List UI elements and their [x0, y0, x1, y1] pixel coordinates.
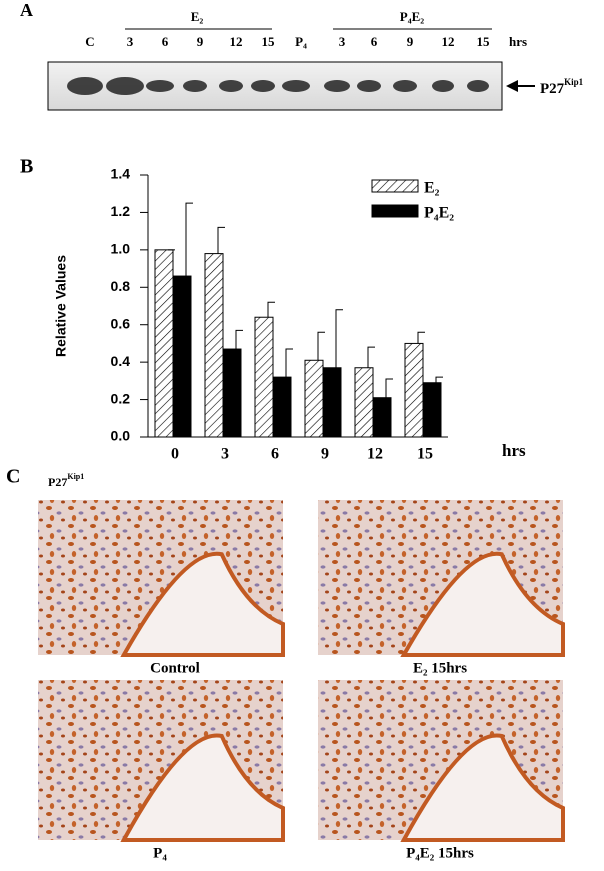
band [393, 80, 417, 92]
lane-label: 12 [230, 34, 243, 49]
lane-label: 12 [442, 34, 455, 49]
marker-sup: Kip1 [564, 77, 584, 87]
image-caption: Control [150, 660, 200, 676]
x-tick-label: 0 [171, 446, 179, 463]
bar [422, 382, 442, 438]
stain-sup: Kip1 [67, 472, 84, 481]
error-bar [235, 329, 243, 350]
band [219, 80, 243, 92]
panel-label: C [6, 466, 20, 488]
bar [172, 275, 192, 438]
panel-label: A [20, 0, 33, 20]
legend-label: E₂ [424, 180, 440, 197]
bar [204, 253, 224, 438]
panel-label: B [20, 156, 33, 178]
y-tick-label: 1.4 [111, 166, 131, 182]
lane-label: P₄ [295, 34, 307, 49]
arrow-head [506, 80, 518, 92]
y-tick-label: 0.0 [111, 428, 131, 444]
error-bar [367, 346, 375, 368]
band [357, 80, 381, 92]
micrographs [38, 500, 565, 842]
error-bar [417, 331, 425, 344]
marker-label: P27Kip1 [540, 77, 584, 97]
band [467, 80, 489, 92]
band [324, 80, 350, 92]
bar [404, 342, 424, 438]
x-tick-label: 12 [367, 446, 383, 463]
x-axis-label: hrs [502, 441, 526, 460]
image-caption: P₄E₂ 15hrs [406, 845, 474, 861]
error-bar [285, 348, 293, 378]
bar [222, 348, 242, 438]
lumen [400, 551, 565, 657]
stain-label: P27Kip1 [48, 472, 84, 489]
group-label: P₄E₂ [400, 9, 425, 24]
lane-label: 6 [162, 34, 169, 49]
error-bar [317, 331, 325, 361]
error-bar [267, 301, 275, 318]
lane-label: C [85, 34, 94, 49]
y-tick-label: 0.8 [111, 278, 131, 294]
image-caption: E₂ 15hrs [413, 660, 467, 676]
error-bar [435, 376, 443, 383]
band [146, 80, 174, 92]
bar [272, 376, 292, 438]
legend-label: P₄E₂ [424, 205, 454, 222]
bands [67, 77, 489, 95]
lumen [120, 551, 285, 657]
y-tick-label: 0.4 [111, 353, 131, 369]
lane-label: 6 [371, 34, 378, 49]
x-tick-label: 3 [221, 446, 229, 463]
band [183, 80, 207, 92]
lumen [400, 733, 565, 842]
lumen [120, 733, 285, 842]
x-tick-label: 15 [417, 446, 433, 463]
bar [254, 316, 274, 438]
stain-text: P27 [48, 475, 67, 489]
bar [322, 367, 342, 438]
lane-label: 3 [339, 34, 346, 49]
band [67, 77, 103, 95]
y-tick-label: 0.6 [111, 315, 131, 331]
x-tick-label: 9 [321, 446, 329, 463]
error-bar [185, 202, 193, 277]
band [432, 80, 454, 92]
y-tick-label: 1.0 [111, 241, 131, 257]
error-bar [217, 226, 225, 254]
lane-label: 9 [197, 34, 204, 49]
band [282, 80, 310, 92]
y-axis-label: Relative Values [53, 255, 69, 357]
group-label: E₂ [191, 9, 204, 24]
unit-label: hrs [509, 34, 527, 49]
band [106, 77, 144, 95]
legend-key [371, 204, 419, 218]
legend-key [371, 179, 419, 193]
image-caption: P₄ [153, 845, 167, 861]
bar [372, 397, 392, 438]
lane-label: 15 [262, 34, 276, 49]
marker-text: P27 [540, 81, 565, 97]
bar [304, 359, 324, 438]
lane-label: 9 [407, 34, 414, 49]
x-tick-label: 6 [271, 446, 279, 463]
error-bar [385, 378, 393, 398]
lane-label: 3 [127, 34, 134, 49]
y-tick-label: 0.2 [111, 390, 131, 406]
bar [354, 367, 374, 438]
error-bar [335, 309, 343, 368]
band [251, 80, 275, 92]
y-tick-label: 1.2 [111, 203, 131, 219]
lane-label: 15 [477, 34, 491, 49]
bar [154, 249, 174, 438]
